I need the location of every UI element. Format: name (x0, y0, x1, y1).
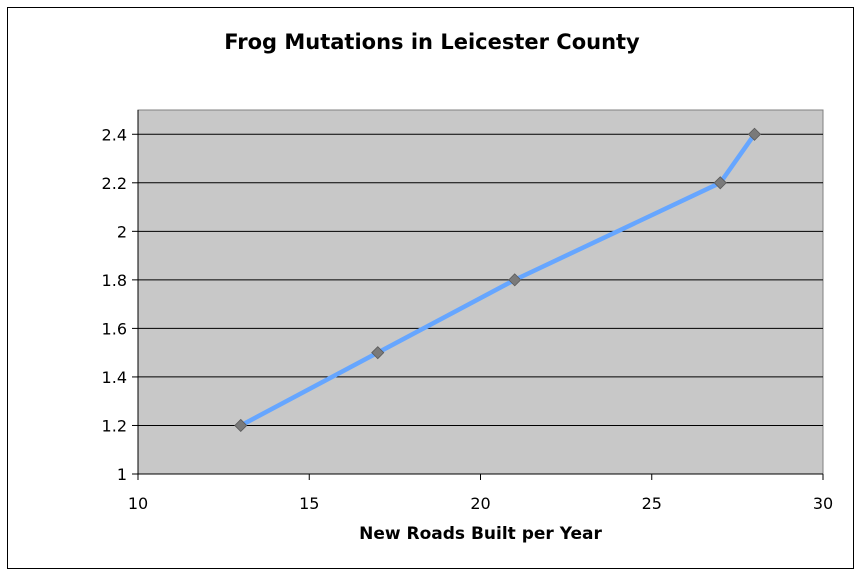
x-tick-label: 10 (128, 494, 148, 513)
chart-title: Frog Mutations in Leicester County (224, 30, 640, 54)
x-tick-label: 15 (299, 494, 319, 513)
y-tick-label: 2.4 (102, 125, 127, 144)
data-point (234, 418, 248, 433)
data-point (371, 346, 385, 360)
y-tick-label: 1.8 (102, 271, 127, 290)
data-point (508, 273, 522, 287)
y-tick-label: 2 (117, 222, 127, 241)
x-tick-label: 25 (642, 494, 662, 513)
y-tick-label: 1 (117, 465, 127, 484)
y-tick-label: 1.6 (102, 319, 127, 338)
x-tick-label: 30 (813, 494, 833, 513)
y-tick-label: 2.2 (102, 174, 127, 193)
y-tick-label: 1.2 (102, 416, 127, 435)
data-point (713, 176, 727, 190)
data-point (747, 127, 762, 141)
y-tick-label: 1.4 (102, 368, 127, 387)
x-axis-label: New Roads Built per Year (359, 524, 602, 544)
plot-area (137, 109, 824, 475)
x-tick-label: 20 (470, 494, 490, 513)
